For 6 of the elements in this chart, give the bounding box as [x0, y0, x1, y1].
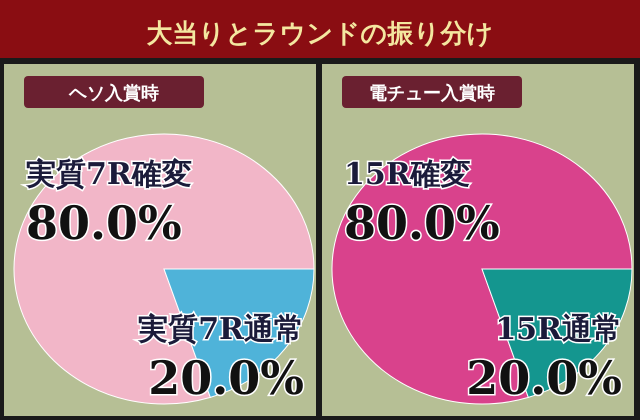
data-label: 80.0%: [26, 196, 182, 250]
chart-title: 大当りとラウンドの振り分け: [146, 19, 494, 49]
data-label: 80.0%: [344, 196, 500, 250]
chart-subtitle: ヘソ入賞時: [68, 83, 159, 104]
slice-label: 実質7R確変: [25, 157, 192, 192]
chart-subtitle: 電チュー入賞時: [369, 83, 495, 104]
